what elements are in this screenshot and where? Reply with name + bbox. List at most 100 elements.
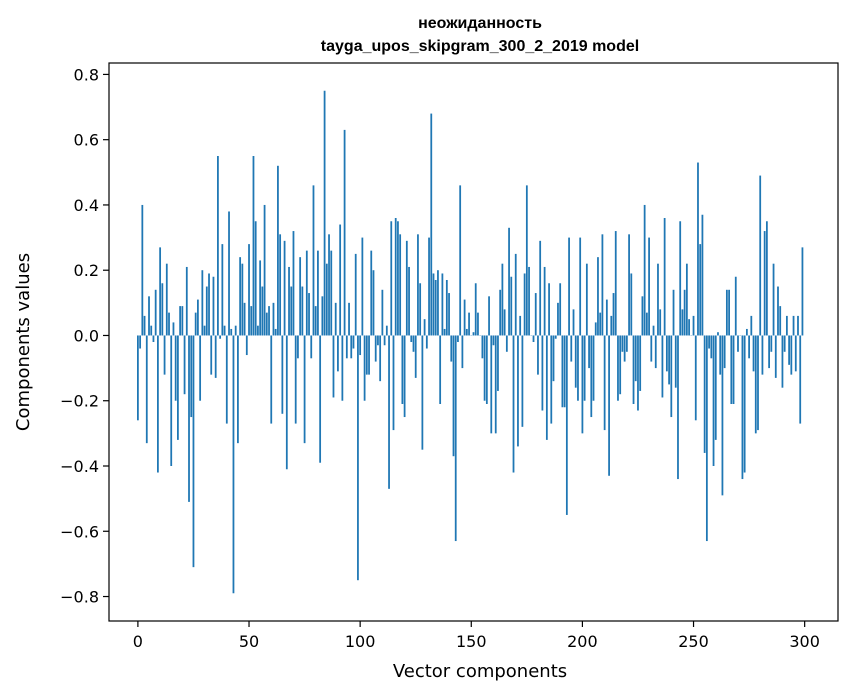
bar [430,113,433,336]
bar [674,335,677,388]
bar [172,322,175,336]
bar [474,283,477,336]
bar [317,250,319,336]
bar [394,218,397,336]
bar [245,335,248,356]
bar [468,312,470,336]
bar [785,315,788,336]
bar [477,312,479,336]
bar [777,286,779,336]
bar [639,335,642,391]
bar [425,335,428,349]
y-tick-label: −0.8 [60,588,99,607]
bar [708,335,710,349]
y-tick-label: 0.6 [74,131,99,150]
bar [592,335,595,401]
bar [614,231,617,336]
bar [463,299,466,336]
bar [683,289,686,336]
bar [343,129,346,336]
bar [385,325,388,336]
bar [570,335,573,362]
bar [701,214,704,336]
y-tick-label: 0.8 [74,65,99,84]
bar [621,335,624,352]
bar [252,156,255,336]
bar [488,296,490,336]
bar [537,335,539,375]
bar [737,335,739,352]
bar [505,335,508,352]
bar [703,335,706,453]
bar [728,289,730,336]
bar [759,175,762,336]
bar [492,335,495,346]
chart-title: неожиданность [418,15,542,32]
bar [243,302,246,336]
bar [510,276,513,336]
bar [314,306,317,336]
bar [657,263,659,336]
bar [270,335,273,424]
bar [443,328,446,336]
bar [761,335,764,375]
bar [392,335,395,431]
bar [361,237,364,336]
bar [668,335,670,385]
bar [665,335,668,372]
x-tick-label: 150 [456,632,487,651]
bar [408,266,410,336]
bar [501,263,504,336]
bar [143,315,146,336]
bar [563,335,566,408]
bar [414,335,417,378]
bar [710,335,713,359]
bar [799,335,802,424]
bar [241,263,244,336]
bar [301,286,304,336]
bar [439,335,442,404]
bar [581,335,584,434]
bar [743,335,746,473]
bar [541,335,544,411]
bar [197,299,199,336]
bar [170,335,173,466]
bar [279,234,282,336]
bar [661,335,664,398]
bar [237,335,239,444]
bar [599,312,602,336]
bar [348,302,350,336]
bar [325,263,328,336]
bar [732,335,735,404]
bar [374,335,377,362]
bar [772,263,775,336]
bar [372,270,375,336]
bar [543,266,546,336]
bar [437,270,439,336]
bar [390,221,393,336]
bar [741,335,744,480]
bar [628,234,630,336]
bar [297,335,299,359]
bar [485,335,488,404]
bar [603,335,606,431]
bar [525,185,528,336]
bar [712,335,715,466]
y-tick-label: −0.2 [60,392,99,411]
bar [610,315,613,336]
x-tick-label: 50 [239,632,259,651]
bar [448,293,450,336]
bar [779,306,782,336]
bars-group [137,90,804,594]
bar [354,253,357,336]
bar [630,273,633,336]
bar [801,247,804,336]
bar [705,335,708,542]
bar [312,185,315,336]
bar [272,302,275,336]
x-tick-label: 100 [345,632,376,651]
bar [503,309,506,336]
bar [681,309,684,336]
bar [428,237,430,336]
bar [401,335,404,404]
